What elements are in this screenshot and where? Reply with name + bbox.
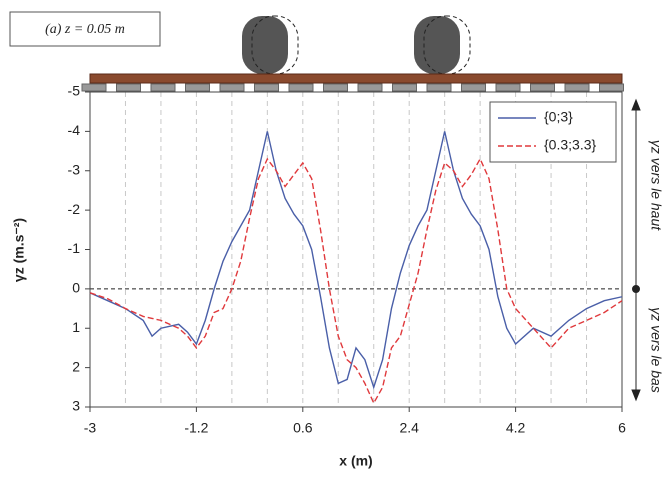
down-label: γz vers le bas — [648, 307, 664, 393]
y-tick-label: -1 — [68, 240, 81, 256]
legend-box — [489, 101, 617, 163]
sleeper — [495, 83, 521, 92]
x-tick-label: 2.4 — [399, 420, 419, 436]
y-tick-label: 3 — [72, 398, 80, 414]
x-tick-label: 6 — [618, 420, 626, 436]
x-tick-label: 4.2 — [506, 420, 526, 436]
y-tick-label: -3 — [68, 161, 81, 177]
y-tick-label: 1 — [72, 319, 80, 335]
sleeper — [185, 83, 210, 92]
x-axis-label: x (m) — [339, 453, 372, 469]
legend-label: {0;3} — [544, 109, 573, 125]
sleeper — [392, 83, 417, 92]
x-tick-label: -1.2 — [184, 420, 208, 436]
y-tick-label: -4 — [68, 122, 81, 138]
up-label: γz vers le haut — [648, 140, 664, 231]
series-line — [89, 157, 623, 405]
sleeper — [150, 83, 176, 92]
y-axis-label: γz (m.s⁻²) — [11, 218, 27, 282]
sleeper — [530, 83, 555, 92]
sleeper — [219, 83, 245, 92]
series-line — [89, 131, 623, 390]
rail — [89, 73, 623, 84]
annotation-box — [9, 11, 161, 47]
annotation: (a) z = 0.05 m — [45, 22, 125, 37]
sleepers — [81, 83, 624, 92]
y-tick-label: -5 — [68, 83, 81, 99]
sleeper — [288, 83, 314, 92]
sleeper — [461, 83, 486, 92]
y-tick-label: 0 — [72, 280, 80, 296]
legend-label: {0.3;3.3} — [544, 137, 596, 153]
sleeper — [116, 83, 141, 92]
y-tick-label: -2 — [68, 201, 81, 217]
x-tick-label: 0.6 — [293, 420, 313, 436]
direction-arrows — [631, 98, 641, 402]
wheels — [242, 15, 471, 75]
sleeper — [564, 83, 590, 92]
sleeper — [81, 83, 107, 92]
y-tick-label: 2 — [72, 358, 80, 374]
x-tick-label: -3 — [84, 420, 97, 436]
sleeper — [426, 83, 452, 92]
sleeper — [254, 83, 279, 92]
sleeper — [357, 83, 383, 92]
sleeper — [323, 83, 348, 92]
sleeper — [599, 83, 624, 92]
